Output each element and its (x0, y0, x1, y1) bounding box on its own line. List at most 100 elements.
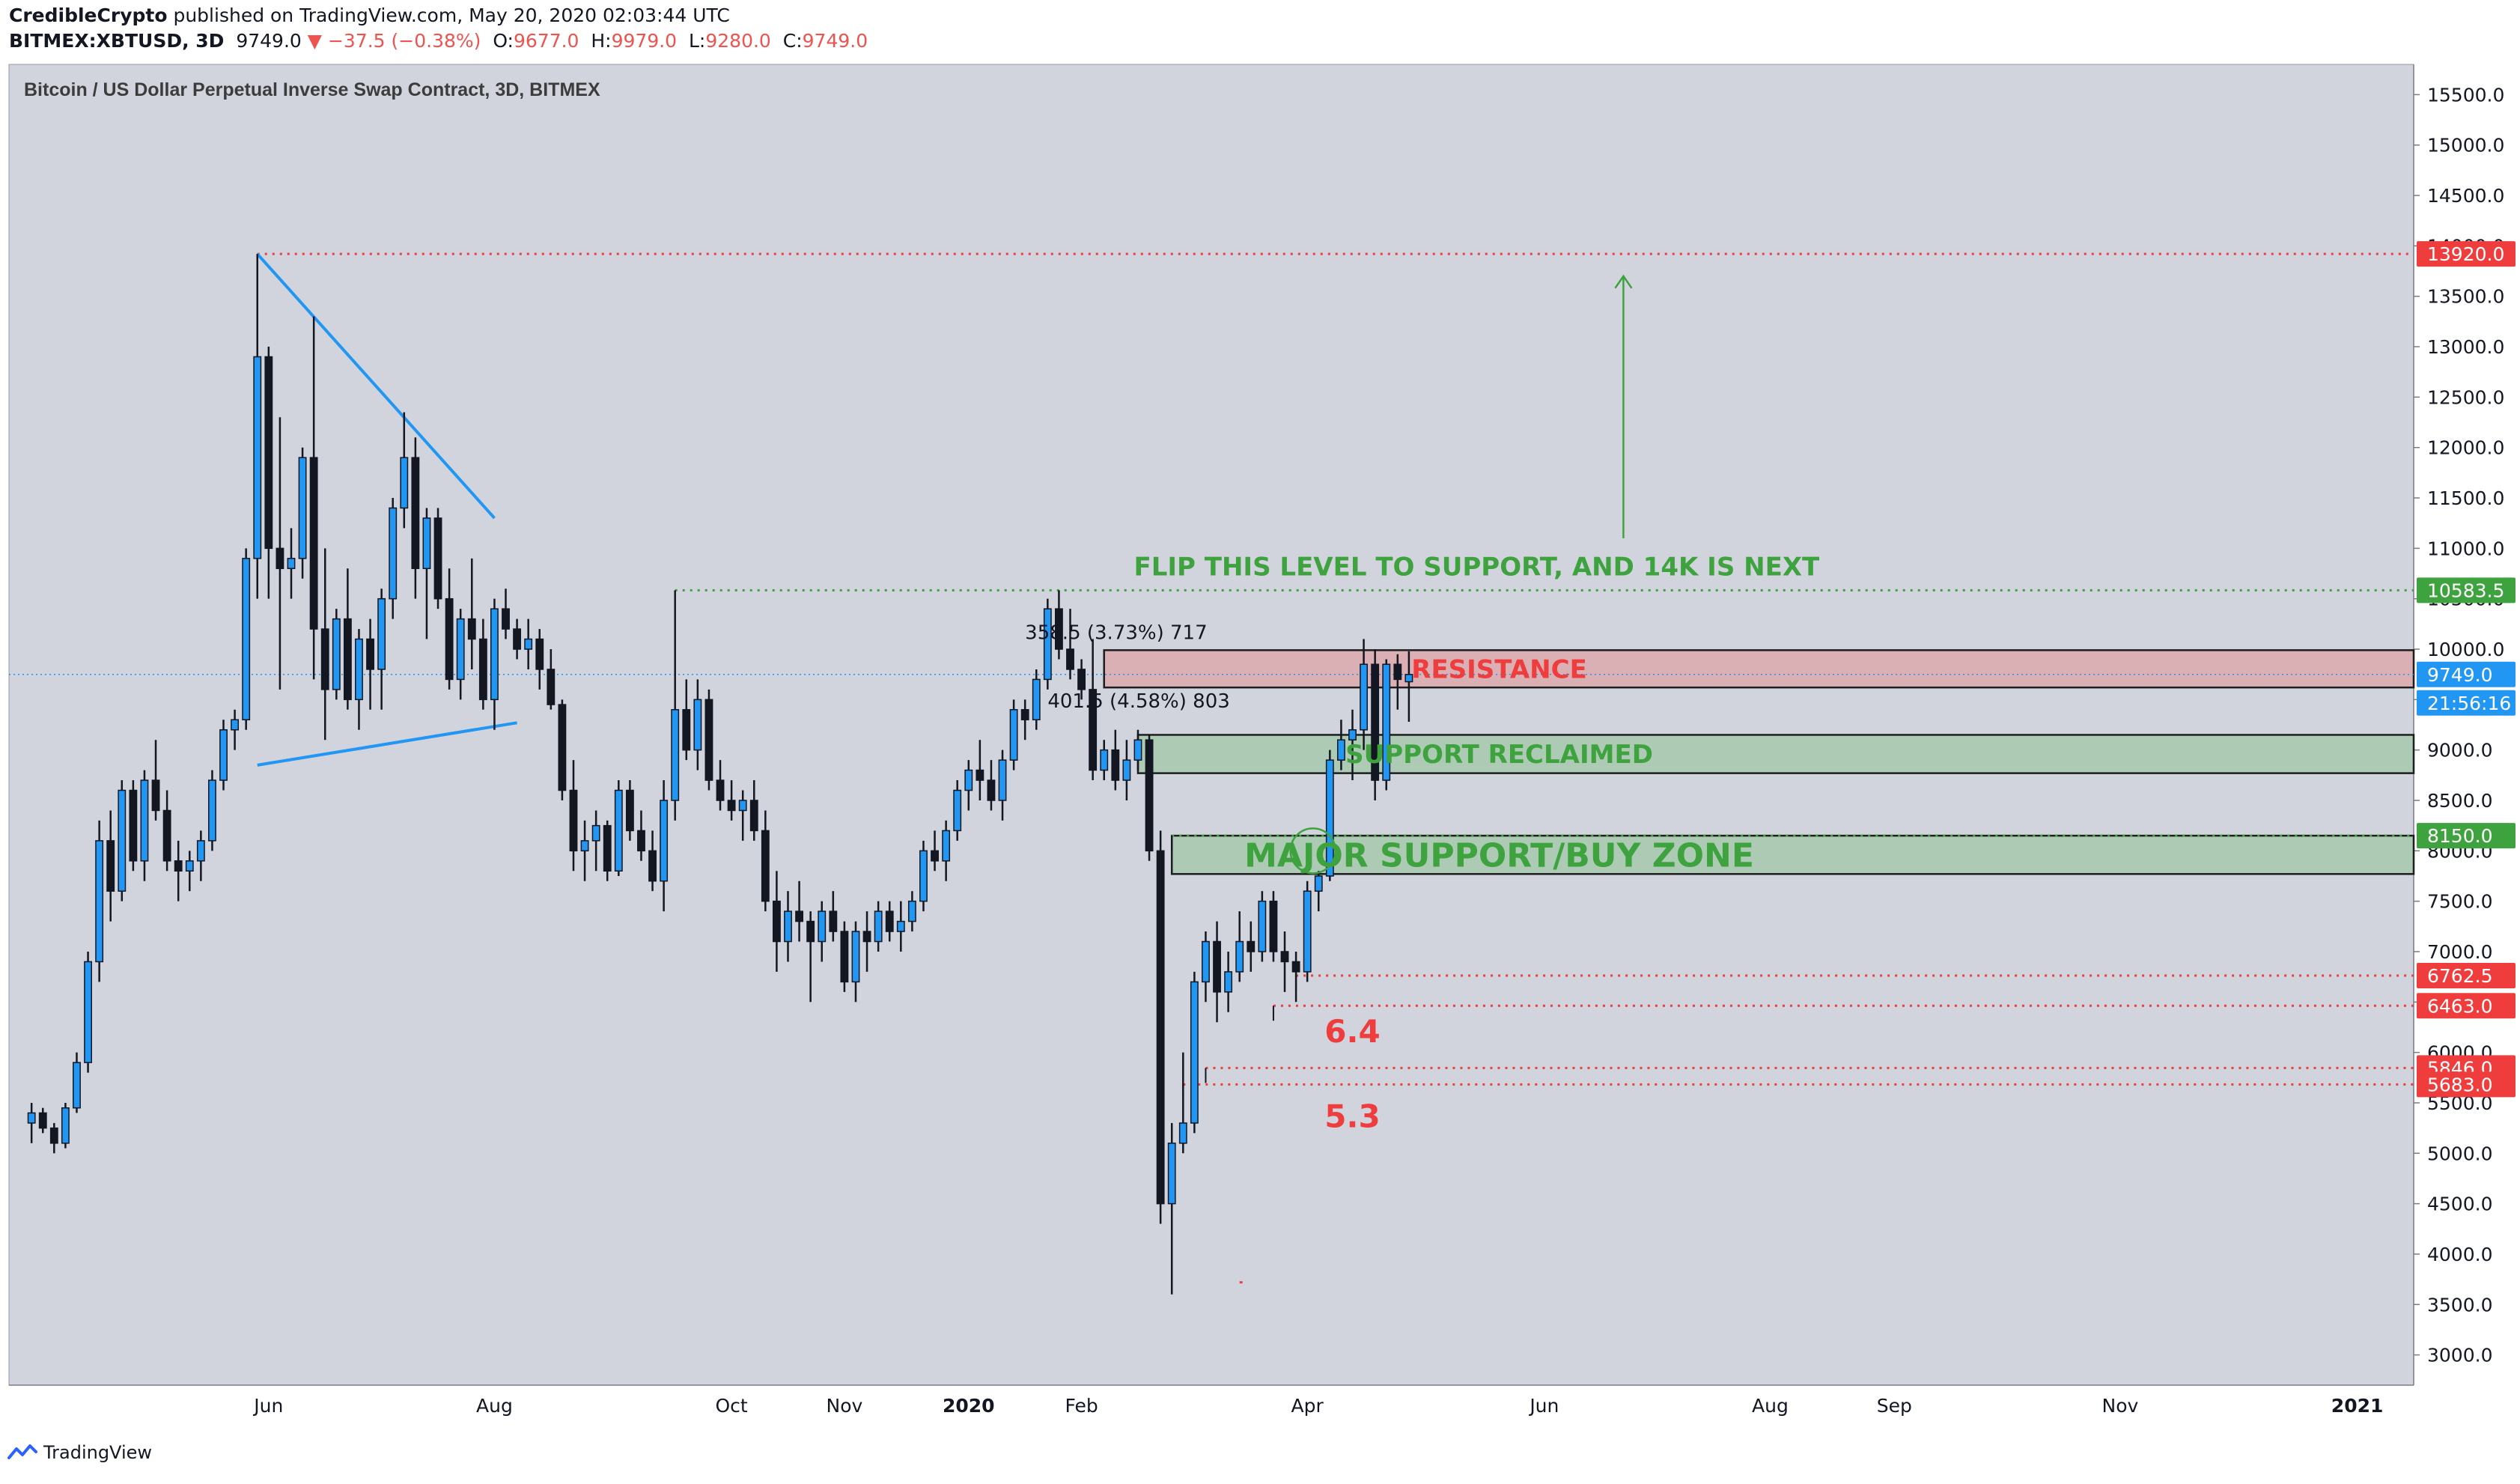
candle (1009, 699, 1018, 770)
price-tag: 5683.0 (2427, 1074, 2492, 1095)
current-price-tag: 9749.0 (2427, 664, 2492, 686)
candle-body (919, 850, 928, 902)
y-tick-label: 14500.0 (2427, 185, 2504, 207)
candle-body (1314, 875, 1323, 892)
candle (343, 568, 352, 710)
candle (1213, 921, 1221, 1023)
candle (761, 810, 770, 912)
candle (727, 780, 736, 821)
y-tick-label: 7500.0 (2427, 891, 2492, 913)
y-tick-label: 9000.0 (2427, 740, 2492, 761)
candle-body (140, 779, 149, 862)
candle-body (1404, 674, 1413, 683)
candle (309, 316, 318, 680)
candle (196, 830, 205, 881)
candle (851, 921, 860, 1003)
candle (625, 780, 634, 841)
tradingview-brand[interactable]: TradingView (43, 1442, 153, 1463)
y-tick-label: 7000.0 (2427, 941, 2492, 963)
candle-body (1043, 608, 1052, 681)
candle (660, 780, 669, 912)
candle (1178, 1052, 1187, 1154)
candle-body (625, 789, 634, 832)
candle-body (1156, 850, 1165, 1205)
candle-body (580, 840, 589, 852)
author-name[interactable]: CredibleCrypto (9, 4, 168, 26)
candle (231, 709, 240, 750)
candle-body (49, 1127, 58, 1144)
candle-body (106, 840, 115, 892)
published-text: published on TradingView.com, May 20, 20… (173, 4, 730, 26)
candle (174, 840, 183, 901)
last-price: 9749.0 (236, 30, 302, 52)
candle (1303, 881, 1312, 982)
candle-body (208, 779, 216, 842)
candle (355, 629, 363, 730)
y-tick-label: 4000.0 (2427, 1244, 2492, 1265)
candle-body (953, 789, 962, 832)
candle (614, 780, 623, 876)
candle-body (1371, 663, 1380, 781)
candle (242, 548, 251, 730)
candle (1336, 720, 1345, 770)
x-tick-label: Oct (715, 1395, 747, 1417)
candle-body (1111, 749, 1120, 781)
price-tag: 13920.0 (2427, 243, 2504, 265)
candle-body (253, 356, 262, 559)
candle (1235, 911, 1244, 982)
candle-body (174, 860, 183, 872)
candle (1089, 639, 1098, 781)
candle (298, 447, 307, 579)
candle-body (603, 824, 612, 872)
candle (129, 780, 138, 872)
y-tick-label: 13500.0 (2427, 286, 2504, 308)
candle-body (309, 457, 318, 630)
candle (671, 590, 680, 821)
candle (535, 629, 544, 690)
candle-body (219, 729, 228, 781)
candle (433, 508, 442, 609)
candle (49, 1122, 58, 1154)
candle (377, 589, 386, 710)
candle (1393, 654, 1402, 710)
candle-body (1020, 709, 1029, 721)
candle-body (1054, 608, 1063, 650)
candle (964, 760, 973, 811)
candle-body (467, 618, 476, 640)
y-tick-label: 12500.0 (2427, 386, 2504, 408)
candle-body (784, 910, 792, 943)
candle-body (591, 824, 600, 842)
x-tick-label: Nov (2102, 1395, 2139, 1417)
plot-area (8, 64, 2414, 1386)
candle-body (433, 517, 442, 600)
candle (874, 901, 883, 952)
candle-body (874, 910, 883, 943)
candle-body (1202, 940, 1210, 983)
countdown-tag-bg (2417, 690, 2516, 716)
triangle-trendline (256, 252, 496, 520)
candle (400, 412, 409, 529)
x-tick-label: Apr (1291, 1395, 1324, 1417)
candle (1145, 735, 1154, 861)
x-tick-label: 2020 (943, 1395, 995, 1417)
candle-body (1167, 1143, 1176, 1205)
candle-body (287, 558, 296, 570)
candle-body (896, 920, 905, 932)
retest-circle (1289, 827, 1336, 875)
candle-body (355, 638, 363, 701)
candle (366, 618, 374, 710)
candle (320, 548, 329, 741)
open-label: O: (493, 30, 514, 52)
candle (1111, 729, 1120, 791)
candle (467, 558, 476, 669)
candle (478, 618, 487, 710)
candle-body (185, 860, 194, 872)
y-tick-label: 13000.0 (2427, 336, 2504, 358)
candle (885, 901, 894, 942)
candle (738, 790, 747, 841)
candle-body (377, 597, 386, 670)
level-6-4-label: 6.4 (1324, 1013, 1380, 1050)
y-tick-label: 12000.0 (2427, 437, 2504, 459)
candle-body (637, 830, 645, 852)
